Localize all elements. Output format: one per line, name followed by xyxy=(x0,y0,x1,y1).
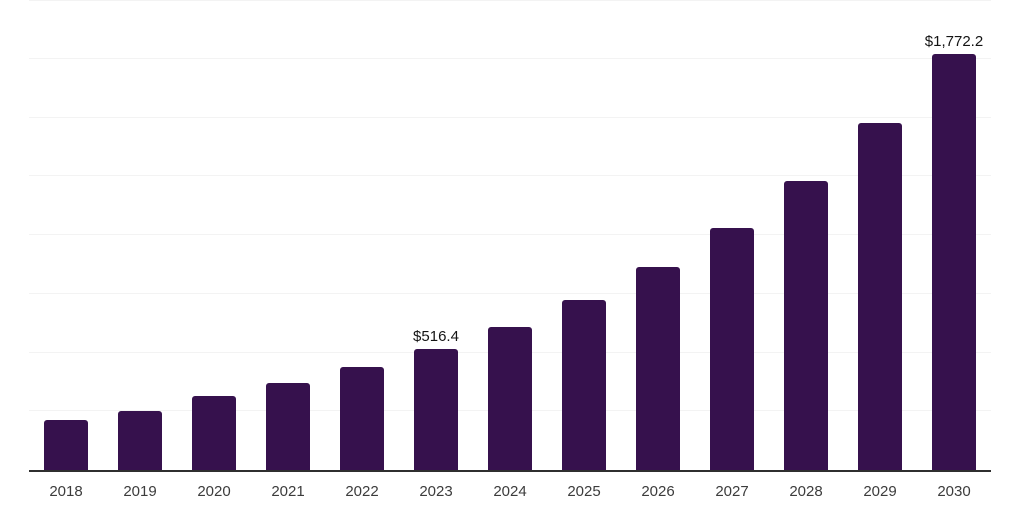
x-axis-tick-label: 2028 xyxy=(789,483,823,500)
x-axis-tick-label: 2029 xyxy=(863,483,897,500)
bar-2022 xyxy=(340,367,384,470)
bar-value-label: $1,772.2 xyxy=(924,33,984,50)
bar-2020 xyxy=(192,396,236,470)
gridline xyxy=(29,117,991,118)
x-axis-tick-label: 2019 xyxy=(123,483,157,500)
bar-2028 xyxy=(784,181,828,470)
bar-2029 xyxy=(858,123,902,470)
bar-2024 xyxy=(488,327,532,470)
bar-2019 xyxy=(118,411,162,470)
gridline xyxy=(29,293,991,294)
x-axis-tick-label: 2021 xyxy=(271,483,305,500)
bar-2021 xyxy=(266,383,310,470)
x-axis-tick-label: 2027 xyxy=(715,483,749,500)
gridline xyxy=(29,58,991,59)
x-axis-tick-label: 2026 xyxy=(641,483,675,500)
x-axis-tick-label: 2020 xyxy=(197,483,231,500)
x-axis-tick-label: 2030 xyxy=(937,483,971,500)
bar-2018 xyxy=(44,420,88,470)
x-axis-line xyxy=(29,470,991,472)
gridline xyxy=(29,175,991,176)
bar-2025 xyxy=(562,300,606,470)
x-axis-tick-label: 2023 xyxy=(419,483,453,500)
gridline xyxy=(29,234,991,235)
bar-2026 xyxy=(636,267,680,470)
x-axis-tick-label: 2024 xyxy=(493,483,527,500)
plot-area xyxy=(29,0,991,472)
bar-2027 xyxy=(710,228,754,470)
bar-value-label: $516.4 xyxy=(413,328,459,345)
x-axis-tick-label: 2022 xyxy=(345,483,379,500)
bar-2030 xyxy=(932,54,976,470)
gridline xyxy=(29,0,991,1)
bar-2023 xyxy=(414,349,458,470)
x-axis-tick-label: 2018 xyxy=(49,483,83,500)
x-axis-tick-label: 2025 xyxy=(567,483,601,500)
